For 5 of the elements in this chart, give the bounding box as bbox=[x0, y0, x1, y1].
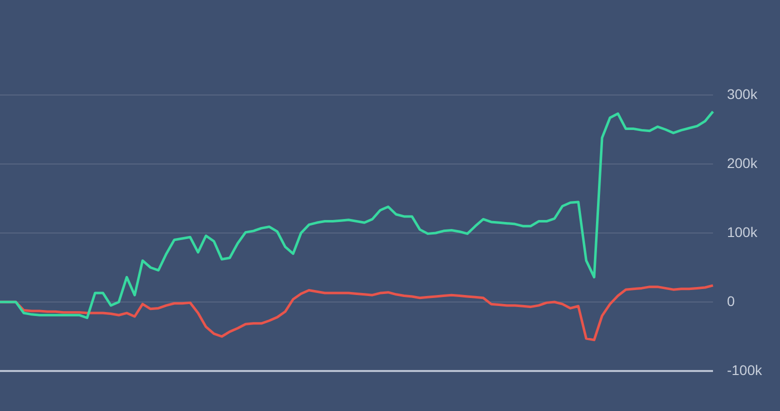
y-tick-label: 0 bbox=[726, 292, 735, 309]
y-tick-label: 300k bbox=[726, 86, 758, 102]
y-tick-label: -100k bbox=[726, 362, 763, 378]
y-tick-label: 200k bbox=[726, 154, 758, 171]
y-tick-label: 100k bbox=[726, 224, 758, 240]
